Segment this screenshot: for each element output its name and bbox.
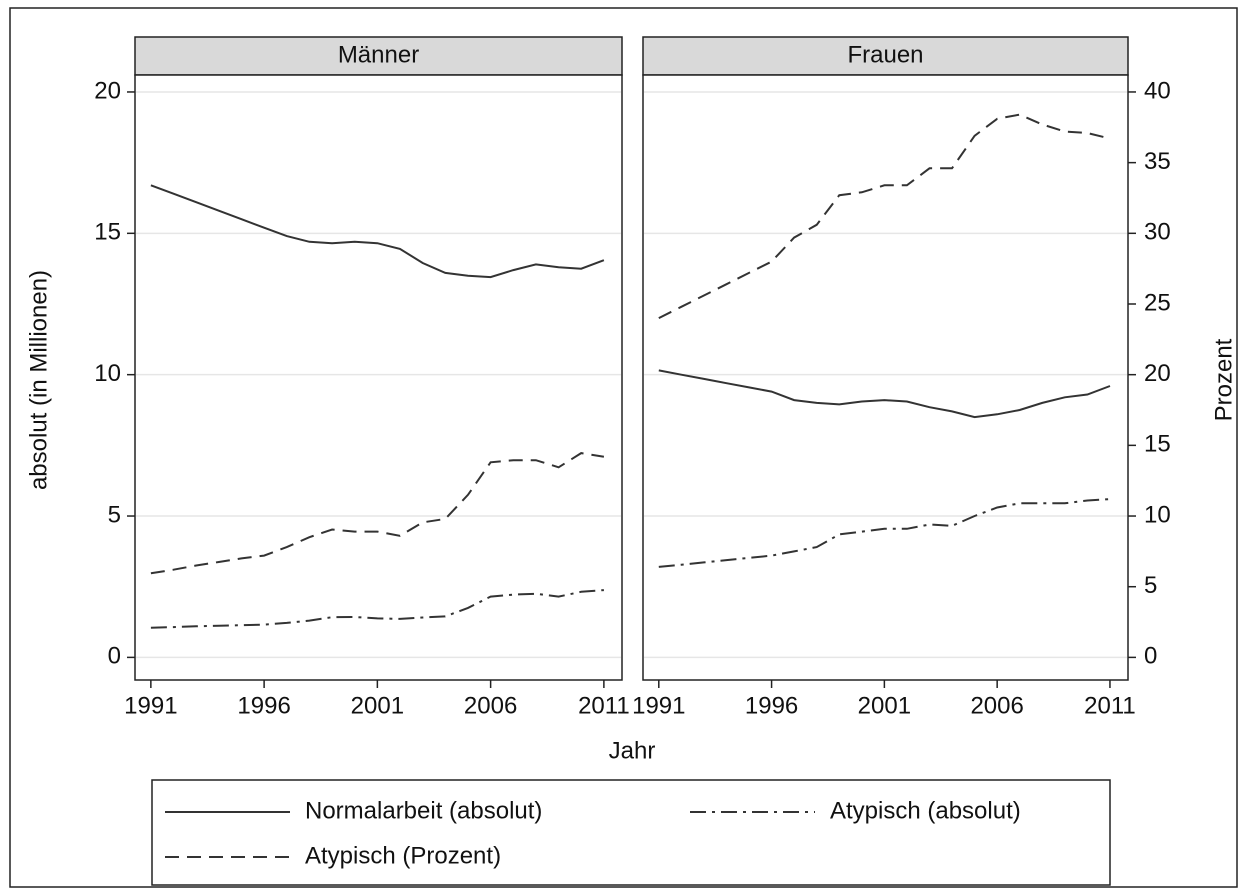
y2-tick-label: 20: [1144, 360, 1171, 387]
legend-label: Atypisch (Prozent): [305, 842, 501, 869]
legend-label: Normalarbeit (absolut): [305, 797, 542, 824]
x-tick-label: 2006: [464, 692, 517, 719]
x-tick-label: 1996: [745, 692, 798, 719]
panel-title: Frauen: [847, 41, 923, 68]
x-tick-label: 2001: [858, 692, 911, 719]
y2-axis-label: Prozent: [1210, 338, 1237, 421]
y-tick-label: 20: [94, 77, 121, 104]
y2-tick-label: 40: [1144, 77, 1171, 104]
y2-tick-label: 35: [1144, 148, 1171, 175]
series-line: [150, 184, 605, 279]
x-tick-label: 2006: [970, 692, 1023, 719]
plot-area: [642, 74, 1129, 681]
series-line: [150, 589, 604, 629]
y2-tick-label: 30: [1144, 219, 1171, 246]
y-tick-label: 5: [108, 501, 121, 528]
y-axis-label: absolut (in Millionen): [25, 270, 52, 490]
x-tick-label: 2011: [1084, 692, 1136, 719]
x-tick-label: 1991: [124, 692, 177, 719]
legend: [151, 779, 1111, 886]
series-line: [658, 369, 1111, 419]
x-axis-label: Jahr: [609, 737, 656, 764]
y-tick-label: 0: [108, 643, 121, 670]
series-line: [658, 113, 1111, 319]
x-tick-label: 1996: [237, 692, 290, 719]
y-tick-label: 15: [94, 219, 121, 246]
legend-label: Atypisch (absolut): [830, 797, 1021, 824]
x-tick-label: 2011: [578, 692, 630, 719]
panel-title: Männer: [338, 41, 419, 68]
plot-area: [134, 74, 623, 681]
x-tick-label: 2001: [351, 692, 404, 719]
x-tick-label: 1991: [632, 692, 685, 719]
panel-header: [134, 36, 623, 76]
y2-tick-label: 0: [1144, 643, 1157, 670]
y2-tick-label: 25: [1144, 289, 1171, 316]
y2-tick-label: 10: [1144, 501, 1171, 528]
y2-tick-label: 5: [1144, 572, 1157, 599]
y-tick-label: 10: [94, 360, 121, 387]
series-line: [658, 498, 1111, 568]
series-line: [150, 452, 605, 575]
y2-tick-label: 15: [1144, 431, 1171, 458]
